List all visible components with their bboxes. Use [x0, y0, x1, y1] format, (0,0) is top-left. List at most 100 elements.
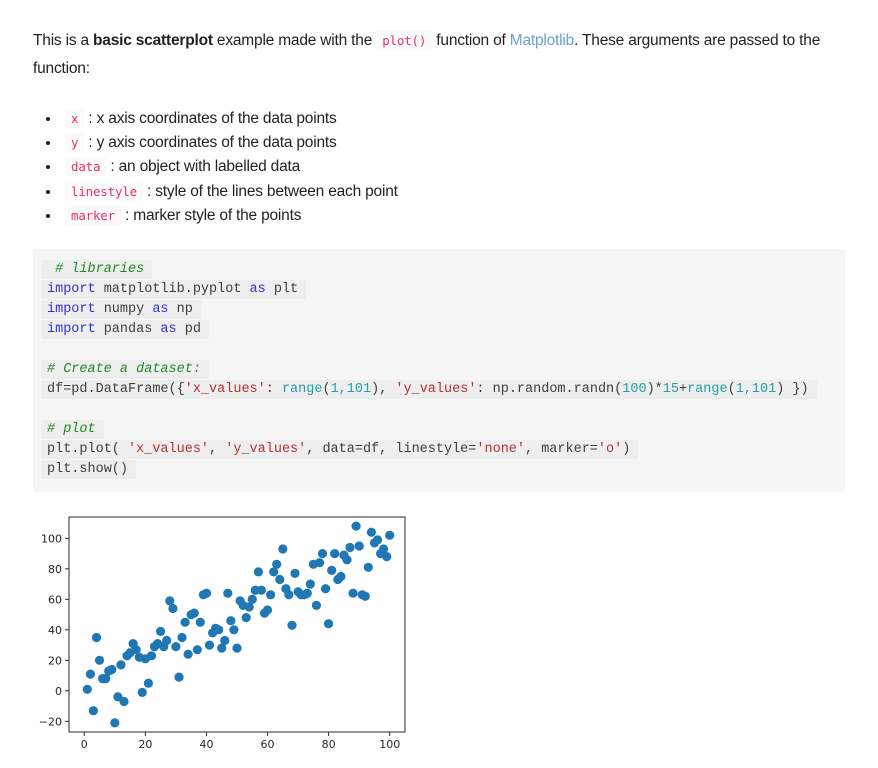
argument-name-code: x [65, 109, 85, 128]
scatter-point [85, 669, 95, 679]
code-token: 'x_values' [184, 382, 266, 398]
scatter-point [192, 645, 202, 655]
scatter-chart: 0 20 40 60 80 100 −20 0 20 40 60 80 100 [39, 516, 406, 751]
scatter-point [379, 544, 389, 554]
scatterplot-figure: 0 20 40 60 80 100 −20 0 20 40 60 80 100 [35, 510, 455, 768]
scatter-point [272, 559, 282, 569]
scatter-point [110, 718, 120, 728]
scatter-point [244, 602, 254, 612]
scatter-point [330, 549, 340, 559]
scatter-point [204, 640, 215, 650]
code-line: import pandas as pd [41, 320, 837, 340]
code-token: pandas [95, 322, 161, 338]
scatter-point [91, 632, 102, 643]
list-item: y : y axis coordinates of the data point… [61, 131, 845, 155]
scatter-point [317, 549, 328, 559]
code-token: : np.random.randn( [476, 382, 623, 398]
scatter-point [177, 632, 187, 643]
code-line: # Create a dataset: [41, 360, 837, 380]
code-token: , [209, 442, 226, 458]
code-line: plt.show() [41, 460, 837, 480]
argument-name-code: y [65, 133, 85, 153]
code-line: df=pd.DataFrame({'x_values': range(1,101… [41, 380, 837, 400]
x-tick-label: 60 [261, 738, 275, 751]
y-tick-label: 60 [48, 593, 62, 606]
x-tick-label: 20 [138, 738, 152, 751]
code-token: plt [265, 282, 299, 298]
scatter-point [174, 672, 184, 682]
scatter-point [290, 568, 300, 579]
y-tick-label: 40 [48, 624, 62, 637]
code-token: : [265, 382, 282, 398]
inline-code: plot() [376, 31, 433, 50]
intro-text: . These arguments are passed to the func… [33, 32, 821, 77]
scatter-point [116, 660, 126, 670]
code-token: + [678, 382, 688, 398]
argument-description: : x axis coordinates of the data points [84, 110, 337, 127]
scatter-point [201, 588, 212, 598]
scatter-point [314, 558, 325, 568]
scatter-point [324, 619, 334, 629]
scatter-point [345, 542, 355, 553]
code-line-text: import pandas as pd [41, 320, 209, 340]
scatter-point [146, 651, 157, 661]
scatter-point [143, 678, 153, 688]
scatter-point [229, 625, 239, 635]
scatter-point [305, 579, 315, 589]
scatter-point [342, 555, 352, 565]
list-item: data : an object with labelled data [61, 155, 845, 179]
code-token: 15 [662, 382, 679, 398]
scatter-point [269, 567, 279, 577]
matplotlib-link[interactable]: Matplotlib [509, 32, 575, 49]
y-tick-label: 0 [55, 685, 62, 698]
scatter-point [262, 605, 273, 615]
x-tick-label: 0 [81, 738, 88, 751]
code-line: # plot [41, 420, 837, 440]
scatter-point [284, 590, 294, 600]
scatter-point [351, 521, 361, 531]
intro-text: example made with the [212, 32, 377, 49]
code-token: as [152, 302, 169, 318]
argument-description: : style of the lines between each point [142, 182, 398, 200]
code-line-text: # plot [41, 420, 104, 440]
code-token: matplotlib.pyplot [95, 282, 250, 298]
intro-text: function of [432, 32, 510, 49]
code-line-text: # libraries [41, 260, 153, 280]
code-line-text: # Create a dataset: [41, 360, 209, 380]
scatter-point [241, 613, 251, 623]
argument-description: : marker style of the points [120, 206, 302, 224]
code-token: range [281, 382, 323, 398]
code-line [41, 340, 837, 360]
y-tick-label: 20 [48, 654, 62, 667]
scatter-point [101, 674, 111, 684]
code-line-text: import matplotlib.pyplot as plt [41, 280, 307, 300]
scatter-point [189, 608, 199, 618]
code-token: ), [371, 382, 396, 398]
arguments-list: x : x axis coordinates of the data point… [33, 107, 845, 228]
code-token: 'y_values' [395, 382, 477, 398]
y-tick-label: −20 [39, 715, 62, 728]
plot-frame [68, 516, 406, 733]
code-token: ( [322, 382, 331, 398]
intro-text: This is a [33, 32, 94, 49]
scatter-point [94, 655, 105, 665]
code-token: ) }) [776, 382, 809, 398]
x-tick-label: 100 [379, 738, 400, 751]
code-line-text: plt.show() [41, 460, 137, 480]
code-line: import numpy as np [41, 300, 837, 320]
code-token: 1,101 [330, 382, 372, 398]
scatter-point [372, 535, 383, 545]
argument-name-code: linestyle [65, 181, 143, 201]
code-token: np [168, 302, 193, 318]
code-token: ) [622, 442, 631, 458]
scatter-point [275, 574, 285, 585]
list-item: linestyle : style of the lines between e… [61, 180, 845, 204]
code-token: numpy [95, 302, 153, 318]
code-token: as [160, 322, 177, 338]
code-line: plt.plot( 'x_values', 'y_values', data=d… [41, 440, 837, 460]
code-token: 'none' [476, 442, 525, 458]
code-token: plt.show() [47, 462, 129, 478]
code-line-text: import numpy as np [41, 300, 201, 320]
list-item: marker : marker style of the points [61, 204, 845, 228]
